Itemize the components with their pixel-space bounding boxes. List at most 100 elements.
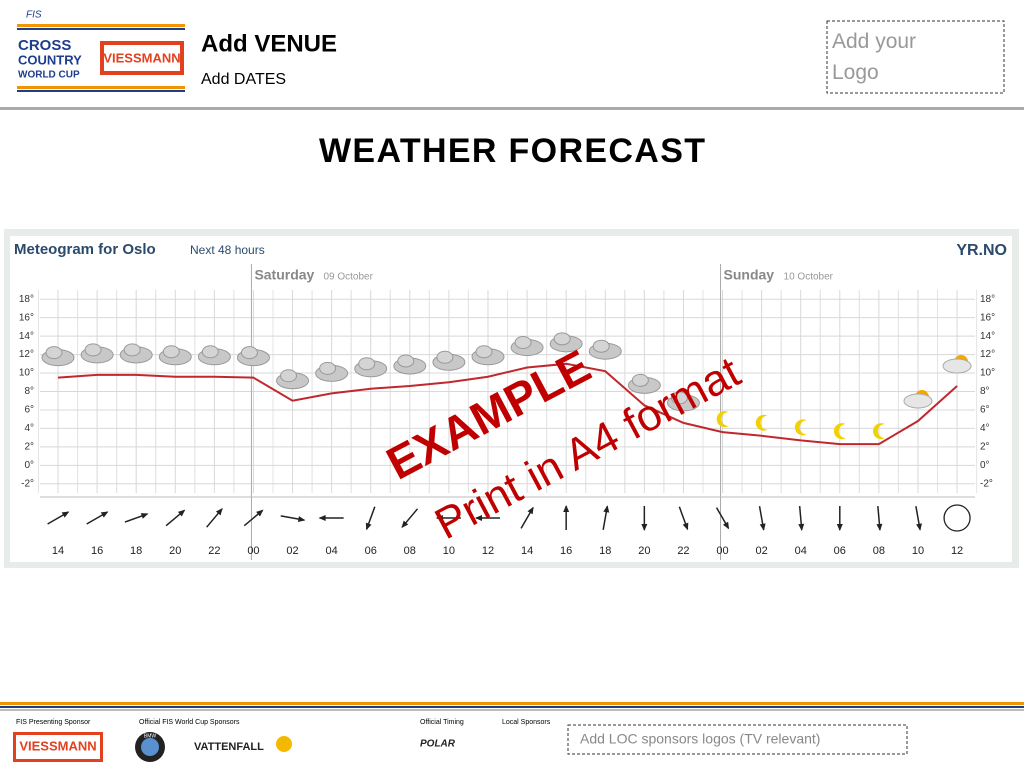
x-tick-label: 16: [91, 545, 103, 557]
cloud-icon: [240, 346, 258, 360]
y2-tick-label: 18°: [980, 294, 995, 305]
wind-arrow: [641, 506, 648, 531]
wind-arrow: [836, 506, 843, 531]
wind-arrow: [876, 505, 883, 531]
footer-stripe: [0, 709, 1024, 711]
loc-placeholder: Add LOC sponsors logos (TV relevant): [580, 731, 820, 747]
wind-arrow: [165, 509, 186, 527]
footer-stripe: [0, 706, 1024, 708]
wind-arrow-head: [61, 511, 70, 518]
wind-arrow: [206, 508, 223, 528]
wind-arrow-head: [401, 520, 409, 528]
wind-arrow: [318, 515, 344, 521]
chart-subtitle: Next 48 hours: [190, 243, 265, 257]
day-date: 09 October: [323, 272, 373, 283]
logo-placeholder-text: Add your Logo: [832, 30, 917, 84]
sponsor-badge-inner: [104, 45, 180, 71]
y2-tick-label: 14°: [980, 331, 995, 342]
calm-indicator: [943, 504, 971, 532]
wind-arrow-head: [527, 506, 534, 515]
wind-arrow: [602, 505, 610, 530]
wind-arrow-head: [474, 515, 482, 521]
wind-arrow-head: [916, 523, 922, 531]
x-tick-label: 06: [365, 545, 377, 557]
sponsor-name: POLAR: [420, 739, 456, 750]
cloud-icon: [45, 346, 63, 360]
bmw-logo-inner: [141, 738, 159, 756]
moon-icon: [716, 411, 729, 428]
y2-tick-label: 2°: [980, 442, 990, 453]
y-tick-label: 6°: [24, 405, 34, 416]
wind-arrow-head: [177, 509, 186, 517]
day-date: 10 October: [784, 272, 834, 283]
footer-stripe: [0, 702, 1024, 705]
wind-arrow-head: [318, 515, 326, 521]
x-tick-label: 08: [404, 545, 416, 557]
wind-arrow: [715, 507, 730, 530]
wind-arrow: [124, 513, 149, 523]
dates: Add DATES: [201, 71, 286, 88]
day-name: Saturday: [254, 267, 314, 283]
y-tick-label: -2°: [21, 478, 34, 489]
x-tick-label: 20: [638, 545, 650, 557]
sponsor-name: VATTENFALL: [194, 741, 264, 753]
footer-label: FIS Presenting Sponsor: [16, 719, 91, 726]
wind-arrow-head: [563, 505, 570, 512]
wind-arrow: [474, 515, 500, 521]
wind-arrow-head: [603, 505, 610, 513]
wind-arrow-head: [297, 516, 306, 522]
x-tick-label: 00: [247, 545, 259, 557]
cloud-icon: [358, 357, 376, 371]
wind-arrow: [435, 515, 461, 521]
sponsor-name: BMW: [144, 733, 157, 739]
cloud-icon: [280, 369, 298, 383]
cloud-icon: [553, 332, 571, 346]
sponsor-name: VIESSMANN: [19, 738, 96, 753]
wind-arrow-head: [140, 513, 149, 519]
y-tick-label: 4°: [24, 423, 34, 434]
moon-icon: [794, 419, 807, 436]
cloud-icon: [631, 373, 649, 387]
x-tick-label: 18: [599, 545, 611, 557]
x-tick-label: 04: [326, 545, 338, 557]
x-tick-label: 22: [208, 545, 220, 557]
vattenfall-sun: [276, 736, 292, 752]
cloud-icon: [903, 393, 933, 409]
header-rule: [0, 107, 1024, 110]
wind-arrow: [401, 508, 419, 528]
brand: YR.NO: [956, 242, 1007, 259]
wind-arrow: [758, 506, 766, 531]
logo-stripe: [17, 90, 185, 92]
x-tick-label: 12: [482, 545, 494, 557]
wind-arrow-head: [256, 509, 264, 517]
cloud-icon: [397, 354, 415, 368]
x-tick-label: 22: [677, 545, 689, 557]
wind-arrow-head: [100, 511, 109, 518]
y2-tick-label: 8°: [980, 386, 990, 397]
footer-label: Official Timing: [420, 719, 464, 726]
y-tick-label: 16°: [19, 312, 34, 323]
event-logo: FIS CROSS COUNTRY WORLD CUP VIESSMANN: [17, 10, 185, 92]
sponsor-text: VIESSMANN: [103, 50, 180, 65]
y-tick-label: 0°: [24, 460, 34, 471]
logo-placeholder-box: [826, 20, 1005, 94]
slide-title: WEATHER FORECAST: [319, 132, 705, 170]
x-tick-label: 04: [795, 545, 807, 557]
wind-arrow-head: [641, 524, 648, 531]
y-tick-label: 10°: [19, 368, 34, 379]
y-tick-label: 14°: [19, 331, 34, 342]
wind-arrow-head: [722, 521, 730, 530]
y-tick-label: 8°: [24, 386, 34, 397]
wind-arrow-head: [682, 522, 689, 531]
logo-placeholder: Add your Logo: [832, 30, 917, 84]
x-tick-label: 10: [912, 545, 924, 557]
x-tick-label: 14: [521, 545, 533, 557]
x-tick-label: 12: [951, 545, 963, 557]
y-tick-label: 2°: [24, 442, 34, 453]
wind-arrow: [798, 505, 805, 531]
wind-arrow: [243, 509, 264, 527]
sponsor-logo-inner: [16, 735, 100, 759]
wind-arrow-head: [798, 523, 805, 531]
temperature-line: [57, 362, 958, 446]
